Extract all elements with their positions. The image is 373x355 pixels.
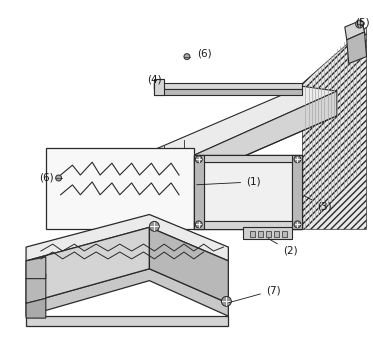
Polygon shape (292, 155, 303, 229)
Polygon shape (345, 20, 364, 40)
Polygon shape (26, 299, 46, 318)
Polygon shape (266, 231, 271, 237)
Polygon shape (282, 231, 286, 237)
Circle shape (195, 221, 202, 228)
Polygon shape (154, 79, 164, 95)
Polygon shape (303, 27, 367, 229)
Polygon shape (194, 155, 303, 162)
Polygon shape (204, 162, 292, 222)
Text: (7): (7) (229, 285, 280, 302)
Polygon shape (194, 91, 337, 178)
Circle shape (56, 175, 62, 181)
Polygon shape (26, 214, 228, 261)
Circle shape (150, 222, 159, 231)
Text: (6): (6) (39, 173, 53, 183)
Text: (3): (3) (305, 196, 332, 212)
Text: (2): (2) (268, 239, 297, 256)
Polygon shape (26, 269, 228, 316)
Text: (6): (6) (197, 49, 211, 59)
Polygon shape (26, 316, 228, 326)
Text: (5): (5) (355, 17, 369, 27)
Polygon shape (154, 89, 303, 95)
Polygon shape (150, 227, 228, 303)
Circle shape (222, 296, 231, 306)
Circle shape (195, 156, 202, 163)
Polygon shape (250, 231, 255, 237)
Polygon shape (347, 32, 367, 64)
Circle shape (294, 221, 301, 228)
Polygon shape (157, 148, 194, 178)
Circle shape (294, 156, 301, 163)
Text: (4): (4) (147, 74, 162, 84)
Polygon shape (194, 222, 303, 229)
Polygon shape (26, 274, 46, 303)
Polygon shape (258, 231, 263, 237)
Polygon shape (154, 79, 164, 89)
Polygon shape (194, 155, 303, 229)
Circle shape (184, 54, 190, 60)
Polygon shape (26, 257, 46, 279)
Polygon shape (26, 227, 150, 303)
Polygon shape (194, 155, 204, 229)
Text: (1): (1) (197, 177, 261, 187)
Polygon shape (157, 86, 337, 155)
Polygon shape (243, 227, 292, 239)
Circle shape (355, 20, 364, 28)
Polygon shape (274, 231, 279, 237)
Polygon shape (46, 148, 194, 229)
Polygon shape (154, 83, 303, 89)
